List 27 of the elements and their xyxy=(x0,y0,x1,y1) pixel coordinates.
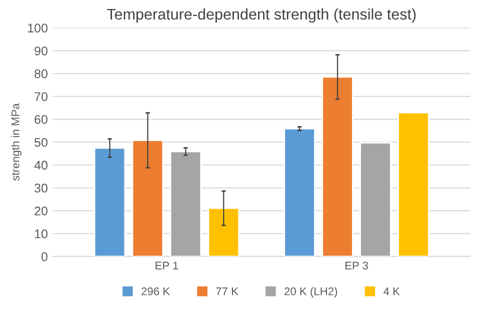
bar xyxy=(398,112,430,256)
bar xyxy=(170,150,202,256)
x-tick-label: EP 3 xyxy=(345,262,368,270)
bar xyxy=(94,147,126,256)
y-tick-label: 40 xyxy=(34,160,48,170)
y-tick-label: 0 xyxy=(41,252,48,262)
y-tick-label: 70 xyxy=(34,92,48,102)
y-tick-label: 50 xyxy=(34,138,48,147)
legend-label: 77 K xyxy=(216,288,238,296)
bar xyxy=(284,128,316,256)
y-tick-label: 80 xyxy=(34,69,48,78)
legend-label: 296 K xyxy=(142,287,170,296)
legend-label: 4 K xyxy=(384,288,400,296)
y-tick-label: 10 xyxy=(34,229,48,238)
bar xyxy=(360,142,392,256)
legend-label: 20 K (LH2) xyxy=(284,287,338,298)
chart-title: Temperature-dependent strength (tensile test) xyxy=(106,8,416,23)
bar xyxy=(208,208,240,256)
bar xyxy=(132,140,164,256)
y-axis-title: strength in MPa xyxy=(11,103,22,181)
y-tick-label: 60 xyxy=(34,115,48,124)
y-tick-label: 90 xyxy=(34,46,48,56)
y-tick-label: 30 xyxy=(34,184,48,193)
y-tick-label: 20 xyxy=(34,206,48,216)
bar xyxy=(322,76,354,256)
y-tick-label: 100 xyxy=(28,24,48,32)
x-tick-label: EP 1 xyxy=(156,262,178,270)
